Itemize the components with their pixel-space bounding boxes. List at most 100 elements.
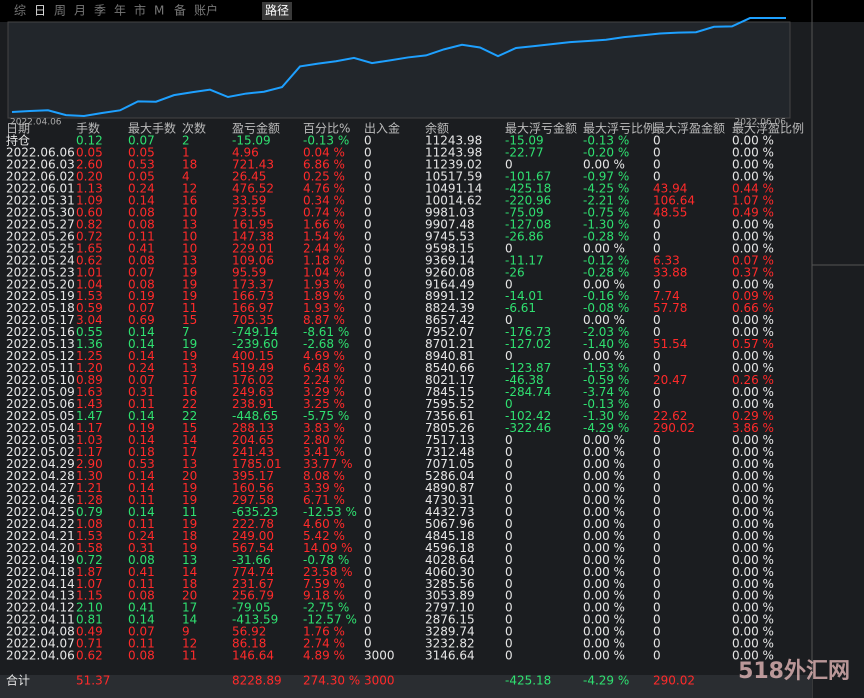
cell: 7.59 % — [303, 577, 345, 591]
tab[interactable]: 市 — [134, 3, 146, 18]
cell: 2022.05.26 — [6, 229, 75, 243]
cell: 0 — [653, 541, 661, 555]
cell: 0.07 — [128, 134, 155, 148]
cell: 0 — [653, 457, 661, 471]
cell: 14 — [182, 613, 197, 627]
tab[interactable]: 周 — [54, 4, 66, 18]
cell: 0 — [653, 229, 661, 243]
cell: 0 — [653, 577, 661, 591]
cell: -0.20 % — [583, 145, 629, 159]
cell: 2022.04.06 — [6, 649, 75, 663]
cell: 16 — [182, 193, 197, 207]
tab[interactable]: M — [154, 4, 164, 18]
cell: 57.78 — [653, 301, 687, 315]
cell: 2.74 % — [303, 637, 345, 651]
tab[interactable]: 备 — [174, 4, 186, 18]
cell: 176.02 — [232, 373, 274, 387]
cell: 249.00 — [232, 529, 274, 543]
cell: 0 — [364, 145, 372, 159]
cell: 1.63 — [76, 385, 103, 399]
cell: 0 — [505, 277, 513, 291]
cell: 0 — [364, 601, 372, 615]
cell: 56.92 — [232, 625, 266, 639]
cell: -0.13 % — [303, 134, 349, 148]
cell: 0 — [653, 313, 661, 327]
tab[interactable]: 月 — [74, 4, 86, 18]
total-cell: -425.18 — [505, 674, 551, 688]
cell: 0.59 — [76, 301, 103, 315]
cell: 1.93 % — [303, 277, 345, 291]
cell: 8940.81 — [425, 349, 475, 363]
cell: -1.30 % — [583, 217, 629, 231]
cell: 0.00 % — [583, 613, 625, 627]
cell: 3.25 % — [303, 397, 345, 411]
cell: 0 — [364, 169, 372, 183]
cell: 17 — [182, 445, 197, 459]
cell: 22.62 — [653, 409, 687, 423]
cell: 0.00 % — [732, 517, 774, 531]
cell: 0.11 — [128, 397, 155, 411]
tab[interactable]: 综 — [14, 4, 26, 18]
tab[interactable]: 年 — [114, 4, 126, 18]
total-cell: -4.29 % — [583, 674, 629, 688]
cell: 0 — [364, 541, 372, 555]
cell: 11 — [182, 649, 197, 663]
cell: -635.23 — [232, 505, 278, 519]
cell: 0.00 % — [732, 325, 774, 339]
cell: -2.75 % — [303, 601, 349, 615]
cell: -0.13 % — [583, 134, 629, 148]
cell: 0 — [653, 433, 661, 447]
cell: 2022.04.21 — [6, 529, 75, 543]
cell: 0.00 % — [732, 361, 774, 375]
cell: 33.59 — [232, 193, 266, 207]
cell: 0 — [505, 637, 513, 651]
cell: 4890.87 — [425, 481, 475, 495]
cell: 2022.05.13 — [6, 337, 75, 351]
cell: -220.96 — [505, 193, 551, 207]
cell: -0.12 % — [583, 253, 629, 267]
active-tab[interactable]: 路径 — [265, 3, 289, 18]
cell: 1.03 — [76, 433, 103, 447]
cell: 229.01 — [232, 241, 274, 255]
total-cell: 3000 — [364, 674, 395, 688]
tab[interactable]: 账户 — [194, 3, 218, 18]
cell: 147.38 — [232, 229, 274, 243]
cell: 0.00 % — [732, 169, 774, 183]
cell: 0 — [505, 625, 513, 639]
cell: -15.09 — [505, 134, 544, 148]
cell: 8540.66 — [425, 361, 475, 375]
tab[interactable]: 日 — [34, 4, 46, 18]
cell: -239.60 — [232, 337, 278, 351]
cell: 1 — [182, 145, 190, 159]
cell: 2022.04.28 — [6, 469, 75, 483]
cell: 0 — [653, 589, 661, 603]
cell: 1.89 % — [303, 289, 345, 303]
cell: 0.34 % — [303, 193, 345, 207]
cell: 0.00 % — [732, 481, 774, 495]
cell: 9598.15 — [425, 241, 475, 255]
cell: 7.74 — [653, 289, 680, 303]
cell: 0.00 % — [732, 589, 774, 603]
cell: 519.49 — [232, 361, 274, 375]
cell: 0.00 % — [732, 445, 774, 459]
cell: 14 — [182, 565, 197, 579]
cell: 0.24 — [128, 181, 155, 195]
cell: 13 — [182, 553, 197, 567]
cell: 9260.08 — [425, 265, 475, 279]
cell: 2022.04.29 — [6, 457, 75, 471]
cell: 0.09 % — [732, 289, 774, 303]
cell: 8021.17 — [425, 373, 475, 387]
cell: 2 — [182, 134, 190, 148]
cell: 0 — [653, 325, 661, 339]
cell: 10014.62 — [425, 193, 482, 207]
cell: 0.00 % — [732, 565, 774, 579]
cell: 0 — [364, 134, 372, 148]
cell: -448.65 — [232, 409, 278, 423]
cell: 2022.04.18 — [6, 565, 75, 579]
cell: 2022.05.17 — [6, 313, 75, 327]
cell: 0.25 % — [303, 169, 345, 183]
cell: 7071.05 — [425, 457, 475, 471]
cell: 1.21 — [76, 481, 103, 495]
tab[interactable]: 季 — [94, 4, 106, 18]
cell: 0.11 — [128, 229, 155, 243]
